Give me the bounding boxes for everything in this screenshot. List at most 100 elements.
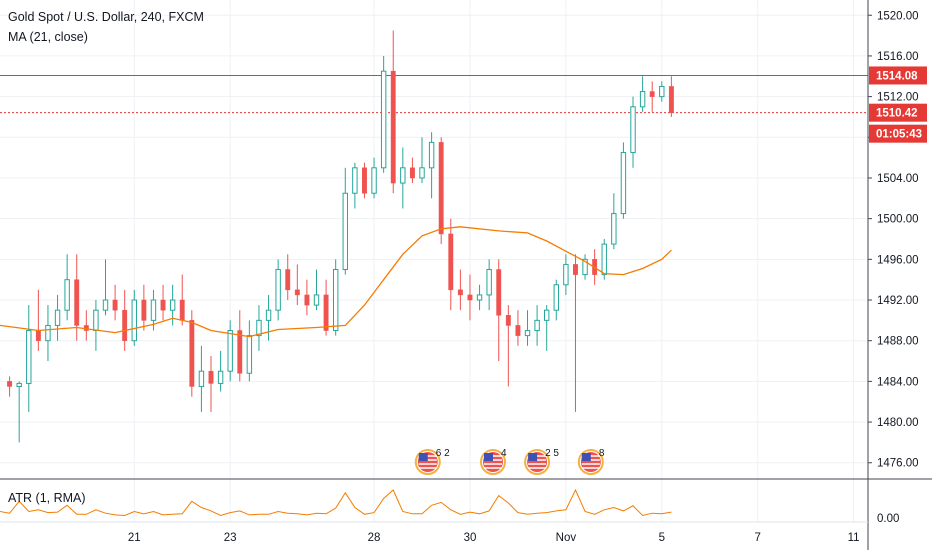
candle[interactable]	[342, 167, 348, 275]
candle[interactable]	[505, 305, 511, 387]
candle[interactable]	[313, 269, 320, 311]
candle[interactable]	[496, 259, 502, 362]
candle[interactable]	[438, 137, 444, 245]
candle[interactable]	[611, 193, 617, 250]
candle[interactable]	[246, 320, 253, 382]
candle[interactable]	[160, 284, 166, 321]
candle[interactable]	[304, 279, 310, 316]
candle-body	[131, 299, 137, 342]
candle[interactable]	[524, 310, 531, 346]
candle[interactable]	[476, 284, 483, 311]
candle[interactable]	[26, 305, 32, 412]
candle[interactable]	[64, 254, 70, 321]
candle-body	[428, 141, 435, 169]
candle[interactable]	[45, 305, 51, 362]
candle-body	[457, 289, 463, 296]
atr-line[interactable]	[0, 488, 672, 517]
atr-legend[interactable]: ATR (1, RMA)	[8, 491, 86, 505]
candle[interactable]	[543, 305, 550, 351]
candle-body	[26, 330, 32, 384]
ma-line[interactable]	[0, 226, 672, 338]
candle[interactable]	[630, 96, 636, 168]
candle[interactable]	[189, 310, 195, 397]
candle[interactable]	[256, 305, 262, 351]
candle[interactable]	[285, 254, 291, 301]
candle[interactable]	[486, 259, 492, 311]
candle[interactable]	[467, 274, 473, 321]
candle[interactable]	[122, 289, 128, 351]
candle-body	[505, 315, 511, 326]
candle[interactable]	[573, 254, 578, 412]
candle[interactable]	[332, 259, 339, 336]
candle-body	[639, 91, 646, 108]
candle-body	[179, 299, 185, 321]
candle-body	[601, 243, 607, 276]
candle[interactable]	[7, 376, 13, 397]
candle[interactable]	[390, 30, 396, 194]
economic-events[interactable]: 6 2 4 2 5 8	[414, 448, 605, 475]
symbol-legend[interactable]: Gold Spot / U.S. Dollar, 240, FXCM	[8, 10, 204, 24]
candle[interactable]	[237, 310, 243, 382]
candle[interactable]	[265, 294, 272, 341]
ma-legend[interactable]: MA (21, close)	[8, 30, 88, 44]
candle[interactable]	[534, 305, 540, 346]
candle[interactable]	[620, 142, 627, 219]
candle[interactable]	[54, 294, 61, 341]
candle[interactable]	[448, 218, 454, 311]
candle[interactable]	[380, 55, 387, 173]
candle-body	[112, 299, 118, 311]
candle[interactable]	[131, 289, 137, 346]
candle[interactable]	[419, 137, 425, 184]
candle[interactable]	[294, 264, 300, 306]
candle-body	[419, 167, 425, 179]
candle[interactable]	[275, 259, 281, 321]
candle-body	[668, 86, 674, 113]
candle[interactable]	[112, 284, 118, 321]
candle-body	[524, 330, 531, 337]
candle-body	[362, 167, 367, 194]
event-marker[interactable]: 2 5	[524, 448, 559, 475]
us-flag-icon	[577, 449, 604, 475]
time-axis[interactable]: 21 23 28 30 Nov 5 7 11	[128, 532, 860, 544]
candle[interactable]	[428, 132, 435, 199]
event-marker[interactable]: 8	[577, 448, 605, 475]
candle-body	[332, 269, 339, 332]
candle[interactable]	[639, 76, 646, 112]
candle[interactable]	[217, 350, 224, 392]
time-tick-label: 28	[368, 532, 381, 544]
candle[interactable]	[198, 345, 205, 412]
candle[interactable]	[362, 162, 367, 199]
candle[interactable]	[352, 162, 358, 209]
candle[interactable]	[668, 76, 674, 117]
candle[interactable]	[179, 274, 185, 326]
candle[interactable]	[400, 147, 406, 209]
candle[interactable]	[16, 381, 22, 443]
candle[interactable]	[371, 157, 377, 199]
candle[interactable]	[227, 320, 233, 382]
candle[interactable]	[649, 81, 655, 112]
candle-body	[467, 294, 473, 301]
candle[interactable]	[582, 254, 588, 280]
candle[interactable]	[141, 284, 147, 331]
candle[interactable]	[409, 157, 415, 184]
candles[interactable]	[7, 30, 674, 443]
candle[interactable]	[659, 81, 665, 102]
candle-body	[256, 319, 262, 337]
candle-body	[582, 258, 588, 276]
candle[interactable]	[102, 259, 109, 316]
price-tick-label: 1512.00	[877, 92, 919, 104]
candle[interactable]	[515, 310, 521, 346]
candle[interactable]	[74, 254, 80, 341]
candle[interactable]	[208, 355, 214, 412]
candle[interactable]	[457, 269, 463, 311]
candle[interactable]	[83, 310, 89, 341]
price-tick-label: 1496.00	[877, 254, 919, 266]
candle[interactable]	[93, 300, 99, 351]
candle[interactable]	[553, 279, 559, 321]
event-marker[interactable]: 4	[479, 448, 507, 475]
candle[interactable]	[563, 254, 569, 295]
time-tick-label: 7	[754, 532, 760, 544]
event-marker[interactable]: 6 2	[414, 448, 450, 475]
candle[interactable]	[35, 289, 41, 351]
